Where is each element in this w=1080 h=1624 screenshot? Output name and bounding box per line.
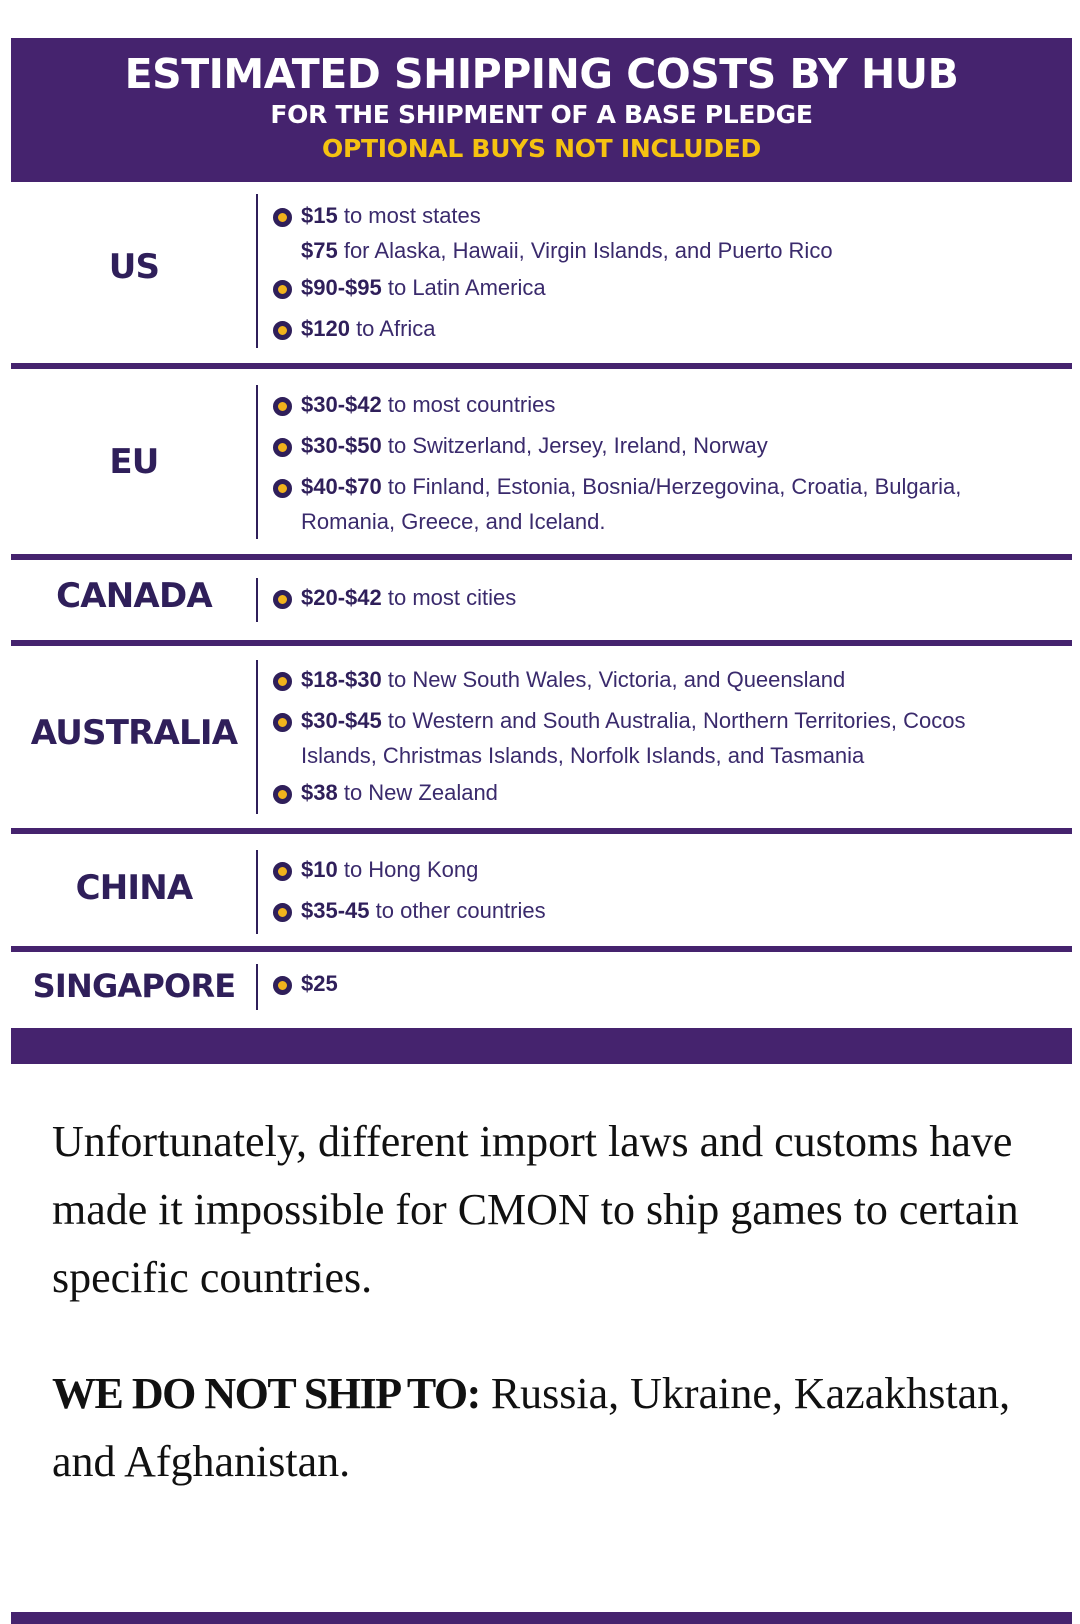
cost-price: $10 [301, 857, 338, 882]
row-divider [256, 964, 258, 1010]
hub-name: US [108, 246, 160, 287]
hub-row-us: US $15 to most states $75 for Alaska, Ha… [11, 182, 1072, 369]
bullet-icon [273, 438, 292, 457]
table-header-banner: ESTIMATED SHIPPING COSTS BY HUB FOR THE … [11, 38, 1072, 182]
cost-text: for Alaska, Hawaii, Virgin Islands, and … [337, 238, 833, 263]
cost-text: to most states [337, 203, 481, 228]
cost-price: $35-45 [301, 898, 370, 923]
cost-text: to Hong Kong [337, 857, 479, 882]
cost-price: $38 [301, 780, 338, 805]
no-ship-countries: Russia, Ukraine, Kazakhstan, and Afghani… [52, 1369, 1011, 1486]
hub-cost-list: $10 to Hong Kong $35-45 to other countri… [269, 852, 1042, 928]
cost-text: to Western and South Australia, Northern… [301, 708, 966, 768]
table-footer-band [11, 1028, 1072, 1064]
bullet-icon [273, 903, 292, 922]
bullet-icon [273, 713, 292, 732]
cost-text: to New South Wales, Victoria, and Queens… [381, 667, 846, 692]
cost-price: $15 [301, 203, 338, 228]
banner-title: ESTIMATED SHIPPING COSTS BY HUB [124, 50, 959, 98]
bullet-icon [273, 321, 292, 340]
cost-price: $30-$45 [301, 708, 382, 733]
cost-item: $10 to Hong Kong [269, 852, 1042, 887]
cost-text: to most cities [381, 585, 517, 610]
cost-text: to Africa [349, 316, 436, 341]
cost-item: $40-$70 to Finland, Estonia, Bosnia/Herz… [269, 469, 1042, 539]
hub-cost-list: $30-$42 to most countries $30-$50 to Swi… [269, 387, 1042, 539]
hub-name: EU [109, 441, 159, 482]
cost-item: $75 for Alaska, Hawaii, Virgin Islands, … [269, 233, 1042, 268]
hub-cost-list: $18-$30 to New South Wales, Victoria, an… [269, 662, 1042, 810]
cost-item: $30-$42 to most countries [269, 387, 1042, 422]
hub-row-eu: EU $30-$42 to most countries $30-$50 to … [11, 369, 1072, 560]
cost-price: $120 [301, 316, 350, 341]
bullet-icon [273, 590, 292, 609]
cost-item: $90-$95 to Latin America [269, 270, 1042, 305]
hub-name: CHINA [75, 868, 194, 908]
cost-text: to New Zealand [337, 780, 498, 805]
cost-item: $30-$45 to Western and South Australia, … [269, 703, 1042, 773]
bullet-icon [273, 785, 292, 804]
hub-row-australia: AUSTRALIA $18-$30 to New South Wales, Vi… [11, 646, 1072, 834]
cost-item: $15 to most states [269, 198, 1042, 233]
cost-item: $25 [269, 966, 1042, 1001]
hub-name: AUSTRALIA [30, 713, 238, 753]
hub-cost-list: $20-$42 to most cities [269, 580, 1042, 615]
hub-name: CANADA [56, 576, 213, 616]
row-divider [256, 578, 258, 622]
hub-cost-list: $15 to most states $75 for Alaska, Hawai… [269, 198, 1042, 346]
row-divider [256, 660, 258, 814]
cost-price: $25 [301, 971, 338, 996]
cost-price: $40-$70 [301, 474, 382, 499]
hub-row-china: CHINA $10 to Hong Kong $35-45 to other c… [11, 834, 1072, 952]
cost-text: to Finland, Estonia, Bosnia/Herzegovina,… [301, 474, 962, 534]
cost-item: $120 to Africa [269, 311, 1042, 346]
hub-name: SINGAPORE [32, 967, 237, 1005]
bullet-icon [273, 976, 292, 995]
row-divider [256, 194, 258, 348]
row-divider [256, 385, 258, 539]
cost-text: to most countries [381, 392, 556, 417]
cost-text: to Latin America [381, 275, 546, 300]
section-divider [11, 1612, 1072, 1624]
cost-item: $20-$42 to most cities [269, 580, 1042, 615]
cost-price: $30-$50 [301, 433, 382, 458]
no-ship-label: WE DO NOT SHIP TO: [52, 1369, 481, 1418]
row-divider [256, 850, 258, 934]
cost-price: $20-$42 [301, 585, 382, 610]
import-laws-paragraph: Unfortunately, different import laws and… [52, 1117, 1019, 1302]
bullet-icon [273, 479, 292, 498]
cost-price: $18-$30 [301, 667, 382, 692]
cost-item: $18-$30 to New South Wales, Victoria, an… [269, 662, 1042, 697]
cost-price: $75 [301, 238, 338, 263]
bullet-icon [273, 672, 292, 691]
cost-item: $38 to New Zealand [269, 775, 1042, 810]
cost-text: to other countries [369, 898, 546, 923]
cost-item: $35-45 to other countries [269, 893, 1042, 928]
hub-cost-list: $25 [269, 966, 1042, 1001]
cost-price: $90-$95 [301, 275, 382, 300]
cost-text: to Switzerland, Jersey, Ireland, Norway [381, 433, 768, 458]
hub-row-singapore: SINGAPORE $25 [11, 952, 1072, 1028]
banner-note: OPTIONAL BUYS NOT INCLUDED [322, 134, 761, 163]
no-ship-paragraph: WE DO NOT SHIP TO: Russia, Ukraine, Kaza… [52, 1360, 1042, 1496]
bullet-icon [273, 280, 292, 299]
banner-subtitle: FOR THE SHIPMENT OF A BASE PLEDGE [270, 100, 813, 129]
bullet-icon [273, 397, 292, 416]
bullet-icon [273, 208, 292, 227]
cost-item: $30-$50 to Switzerland, Jersey, Ireland,… [269, 428, 1042, 463]
bullet-icon [273, 862, 292, 881]
cost-price: $30-$42 [301, 392, 382, 417]
hub-row-canada: CANADA $20-$42 to most cities [11, 560, 1072, 646]
shipping-costs-table: ESTIMATED SHIPPING COSTS BY HUB FOR THE … [11, 38, 1072, 1064]
